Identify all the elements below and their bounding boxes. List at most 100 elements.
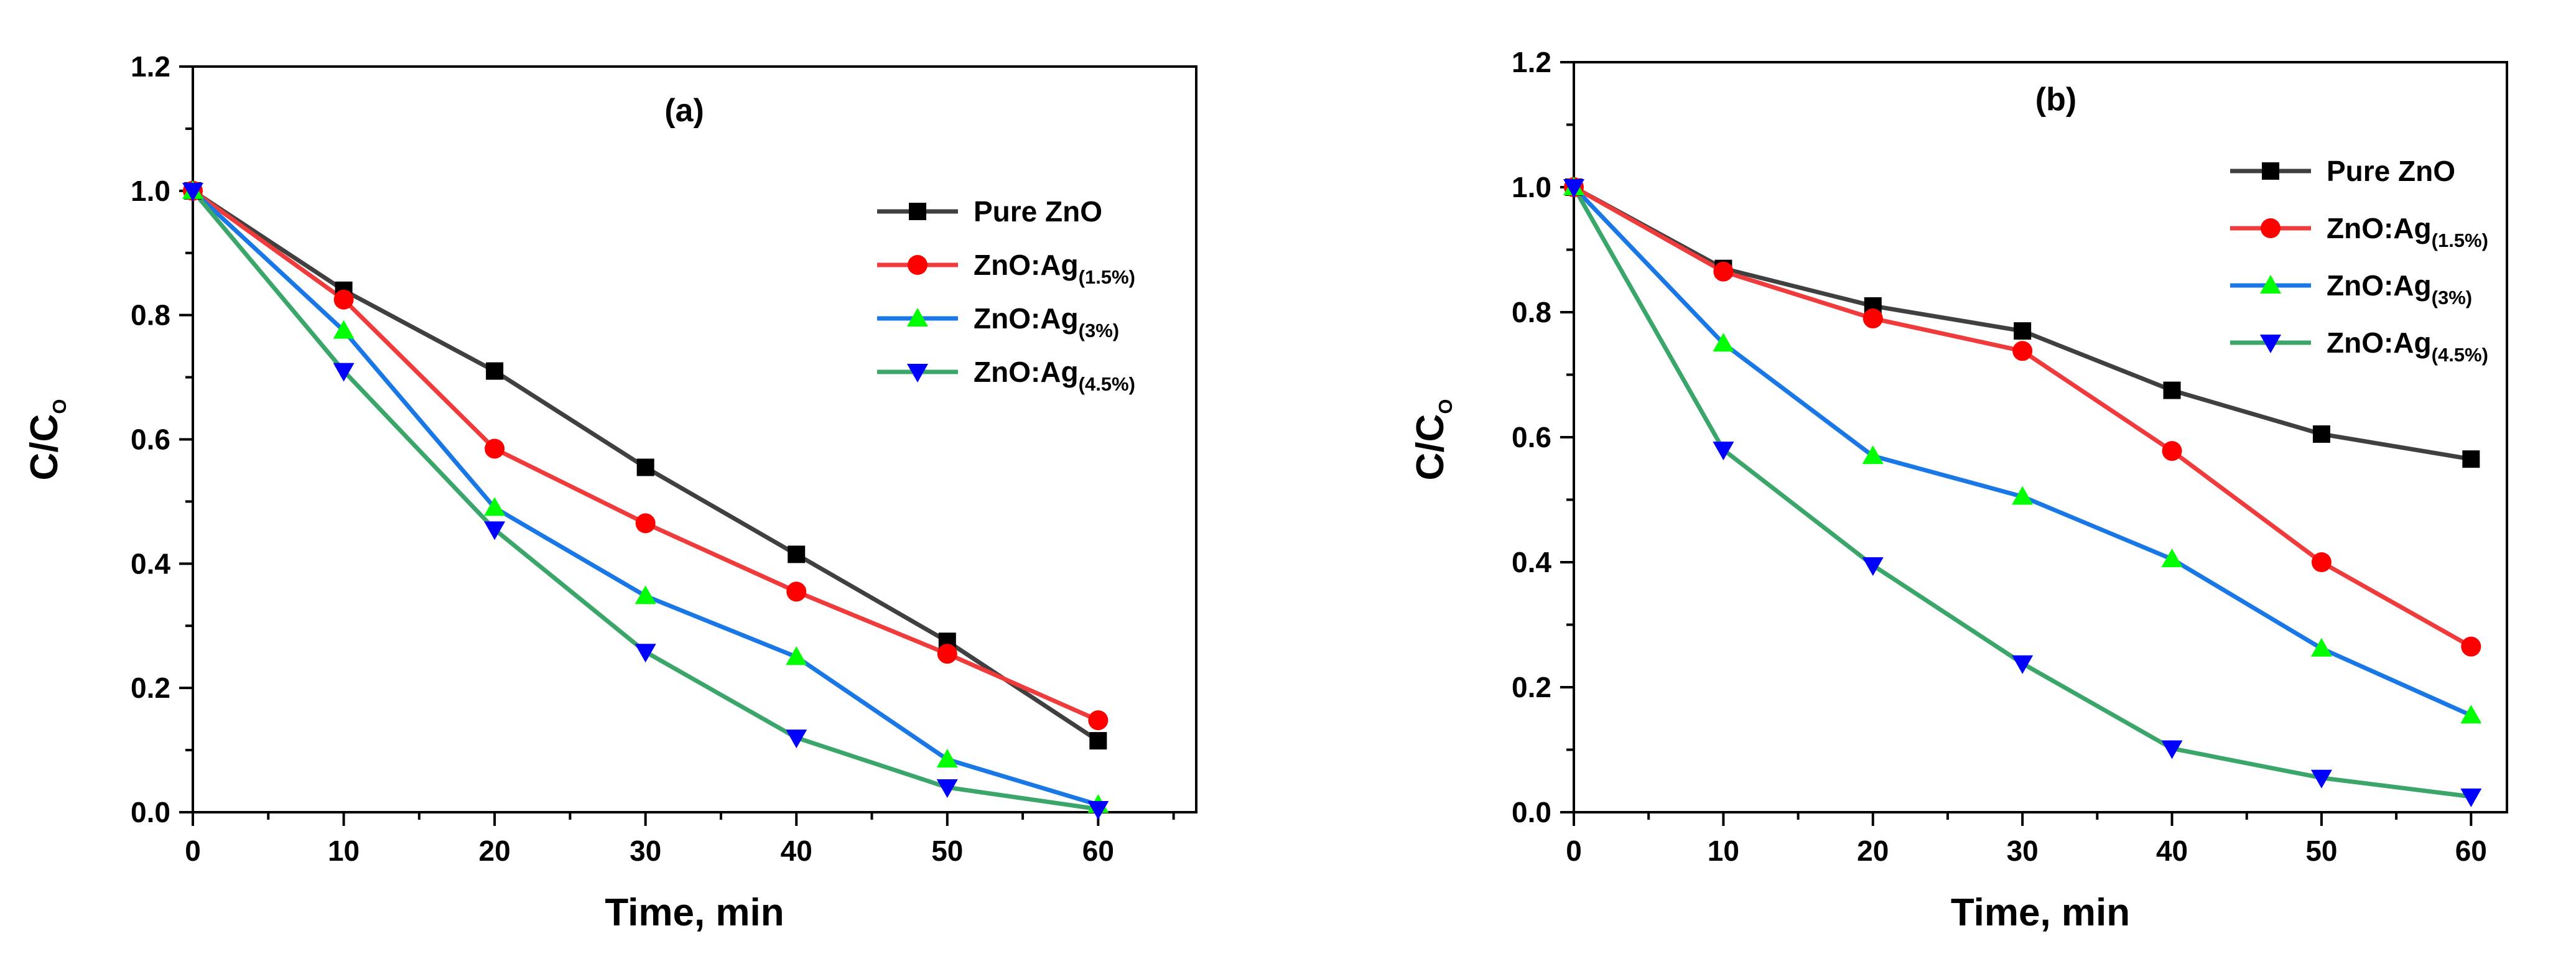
data-point (786, 646, 807, 665)
x-tick-label: 0 (1566, 835, 1582, 867)
data-point (2310, 637, 2332, 657)
y-tick-label: 0.2 (131, 672, 170, 704)
y-tick-label: 0.0 (1512, 796, 1551, 828)
data-point (2012, 486, 2034, 505)
panel-label: (b) (2035, 81, 2076, 118)
series-line (191, 189, 1099, 807)
data-point (182, 182, 203, 202)
y-tick-label: 0.6 (131, 424, 170, 456)
legend-label: Pure ZnO (2327, 155, 2455, 187)
legend-entry: Pure ZnO (2327, 155, 2455, 187)
legend-label-subscript: (3%) (2432, 287, 2472, 308)
legend-marker (907, 308, 928, 327)
data-point (2311, 552, 2332, 572)
x-axis-title: Time, min (1951, 891, 2130, 934)
data-point (2461, 636, 2481, 657)
legend-label: ZnO:Ag (974, 356, 1079, 388)
data-point (635, 585, 656, 605)
data-point (1088, 710, 1109, 731)
y-tick-label: 0.0 (131, 796, 170, 828)
y-axis-title: C/CO (1409, 399, 1456, 481)
legend-marker (2260, 335, 2281, 353)
legend-label: ZnO:Ag (2327, 212, 2432, 244)
data-point (333, 320, 355, 339)
data-point (2012, 341, 2033, 361)
data-point (786, 581, 807, 602)
legend-label: ZnO:Ag (2327, 327, 2432, 359)
series-line (1572, 185, 2472, 718)
data-point (1563, 179, 1584, 198)
y-tick-label: 1.0 (1512, 171, 1551, 203)
legend-label: Pure ZnO (974, 195, 1102, 228)
legend-marker (2262, 162, 2279, 180)
data-point (2014, 322, 2032, 340)
data-point (2163, 381, 2181, 399)
data-point (2460, 705, 2482, 724)
x-tick-label: 40 (781, 835, 812, 867)
data-point (484, 521, 506, 540)
y-tick-label: 0.8 (1512, 296, 1551, 328)
legend-entry: ZnO:Ag(3%) (974, 302, 1119, 341)
y-tick-label: 0.4 (131, 547, 170, 580)
x-axis-title: Time, min (605, 891, 784, 934)
legend-label-subscript: (4.5%) (1079, 373, 1135, 395)
data-point (1089, 732, 1107, 750)
y-axis-title-main: C/C (1409, 414, 1452, 481)
data-point (1713, 333, 1734, 352)
x-tick-label: 60 (1082, 835, 1114, 867)
data-point (333, 289, 354, 310)
legend-label-subscript: (3%) (1079, 320, 1119, 341)
legend-label: ZnO:Ag (974, 249, 1079, 281)
legend-entry: ZnO:Ag(3%) (2327, 269, 2472, 308)
legend-marker (909, 203, 926, 220)
data-point (1087, 801, 1109, 820)
x-tick-label: 20 (479, 835, 511, 867)
data-point (2312, 425, 2330, 443)
legend-marker (907, 364, 928, 382)
chart-panel-a: 0 10 20 30 40 50 60 0.0 0.2 0.4 0.6 0.8 1.0 1.2 Time, … (23, 50, 1197, 934)
data-point (786, 730, 807, 749)
data-point (333, 363, 355, 382)
y-tick-label: 0.2 (1512, 671, 1551, 703)
data-point (636, 458, 654, 476)
x-tick-label: 30 (2007, 835, 2039, 867)
x-tick-label: 10 (328, 835, 360, 867)
x-tick-label: 40 (2156, 835, 2188, 867)
data-point (2310, 769, 2332, 789)
x-tick-label: 0 (185, 835, 201, 867)
chart-panel-b: 0 10 20 30 40 50 60 0.0 0.2 0.4 0.6 0.8 1.0 1.2 Time, … (1409, 46, 2508, 934)
legend-entry: ZnO:Ag(1.5%) (2327, 212, 2488, 251)
data-point (1713, 261, 1734, 282)
legend-entry: ZnO:Ag(4.5%) (974, 356, 1135, 395)
series-line (191, 189, 1099, 812)
y-tick-label: 1.0 (131, 175, 170, 207)
data-point (1862, 445, 1884, 465)
data-point (936, 779, 958, 799)
y-tick-label: 1.2 (1512, 46, 1551, 78)
data-point (936, 749, 958, 768)
legend-label: ZnO:Ag (2327, 269, 2432, 302)
legend-label-subscript: (1.5%) (1079, 266, 1135, 288)
legend-entry: ZnO:Ag(4.5%) (2327, 327, 2488, 366)
data-point (635, 513, 656, 534)
data-point (937, 644, 957, 664)
y-axis-title-subscript: O (1434, 399, 1456, 414)
y-axis-title: C/CO (23, 399, 70, 481)
legend-marker (2261, 218, 2281, 238)
x-tick-label: 50 (2305, 835, 2337, 867)
legend-label-subscript: (4.5%) (2432, 344, 2488, 366)
legend-entry: ZnO:Ag(1.5%) (974, 249, 1135, 288)
data-point (2161, 548, 2183, 567)
plot-frame (192, 65, 1197, 813)
x-tick-label: 30 (630, 835, 661, 867)
legend-marker (2260, 275, 2281, 294)
y-tick-label: 0.6 (1512, 421, 1551, 453)
data-point (486, 362, 504, 380)
x-tick-label: 10 (1708, 835, 1739, 867)
legend-label-subscript: (1.5%) (2432, 229, 2488, 251)
y-tick-label: 1.2 (131, 50, 170, 83)
data-point (2460, 788, 2482, 807)
series-line (1573, 185, 2473, 649)
data-point (2162, 441, 2182, 461)
